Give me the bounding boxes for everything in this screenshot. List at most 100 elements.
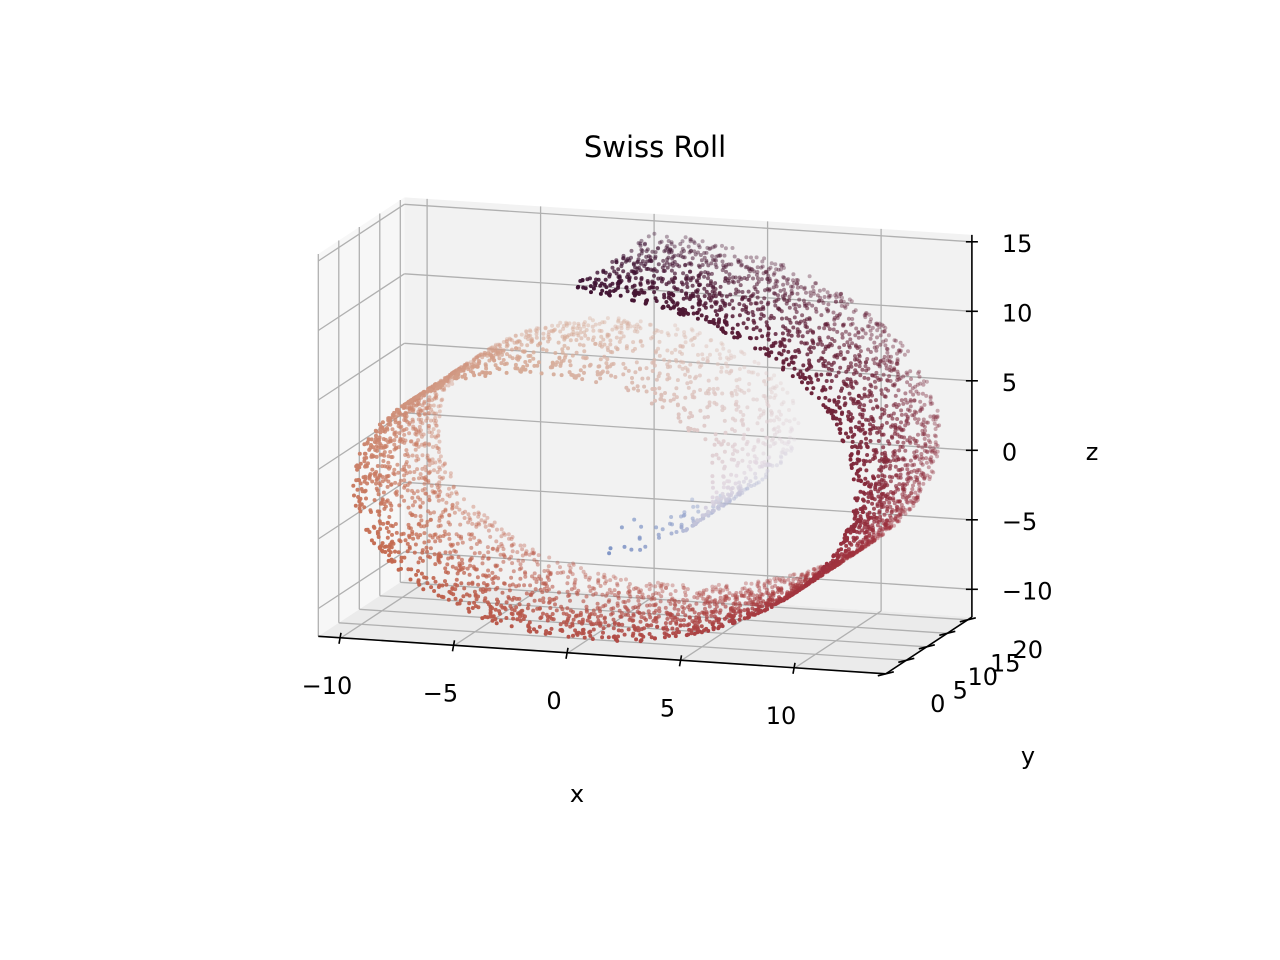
data-point [496,544,501,549]
data-point [519,369,523,374]
data-point [422,540,427,545]
data-point [389,507,394,512]
data-point [411,424,416,429]
grid-line [404,551,972,590]
data-point [532,576,537,581]
data-point [808,293,813,298]
data-point [824,379,829,383]
data-point [411,477,416,481]
data-point [486,347,491,352]
data-point [536,326,541,331]
data-point [450,502,455,507]
data-point [722,466,727,471]
data-point [823,395,828,400]
data-point [889,490,893,494]
data-point [893,338,898,343]
data-point [829,343,834,348]
data-point [864,468,869,473]
data-point [827,327,832,332]
data-point [388,449,393,454]
data-point [878,525,883,530]
data-point [757,585,762,590]
data-point [618,293,623,298]
data-point [662,357,667,362]
data-point [687,374,692,379]
data-point [397,482,402,487]
data-point [821,363,826,368]
data-point [679,514,683,519]
data-point [424,418,429,423]
data-point [862,431,867,436]
data-point [599,329,604,333]
data-point [687,297,692,302]
data-point [676,412,681,417]
data-point [873,485,878,490]
data-point [888,504,893,509]
data-point [852,516,857,521]
data-point [779,439,784,444]
data-point [819,313,824,318]
data-point [468,563,473,568]
data-point [875,430,880,435]
data-point [656,580,660,585]
data-point [853,308,858,313]
data-point [423,441,428,446]
data-point [815,293,820,298]
data-point [676,607,681,612]
data-point [920,391,925,396]
data-point [682,249,686,253]
data-point [599,344,604,349]
data-point [740,307,745,312]
data-point [653,350,658,355]
data-point [500,544,505,549]
data-point [518,618,523,623]
data-point [525,606,530,611]
data-point [814,568,819,573]
data-point [751,370,756,375]
data-point [746,274,751,278]
data-point [791,278,795,283]
data-point [623,366,628,371]
data-point [625,326,630,331]
data-point [871,406,876,411]
data-point [681,610,685,615]
data-point [595,606,600,610]
data-point [921,379,926,384]
data-point [672,271,677,276]
data-point [758,307,763,312]
data-point [504,600,509,605]
data-point [642,264,647,268]
data-point [871,474,875,479]
data-point [650,369,655,373]
data-point [427,498,432,503]
data-point [419,518,424,523]
data-point [673,603,678,608]
data-point [621,361,626,366]
data-point [430,410,435,415]
data-point [712,400,717,405]
data-point [568,570,573,575]
data-point [849,429,854,434]
data-point [669,531,674,536]
data-point [706,272,711,277]
data-point [437,450,441,455]
data-point [806,380,810,385]
data-point [413,542,418,547]
data-point [583,575,588,580]
data-point [668,601,673,606]
data-point [886,413,891,418]
data-point [428,546,433,551]
data-point [609,373,614,378]
data-point [595,615,600,619]
data-point [545,584,549,589]
data-point [831,416,836,421]
data-point [922,432,927,437]
data-point [865,453,870,457]
data-point [811,341,816,346]
data-point [607,551,612,556]
data-point [635,260,640,265]
data-point [759,609,764,614]
data-point [454,491,459,496]
data-point [631,613,636,618]
data-point [685,587,690,592]
